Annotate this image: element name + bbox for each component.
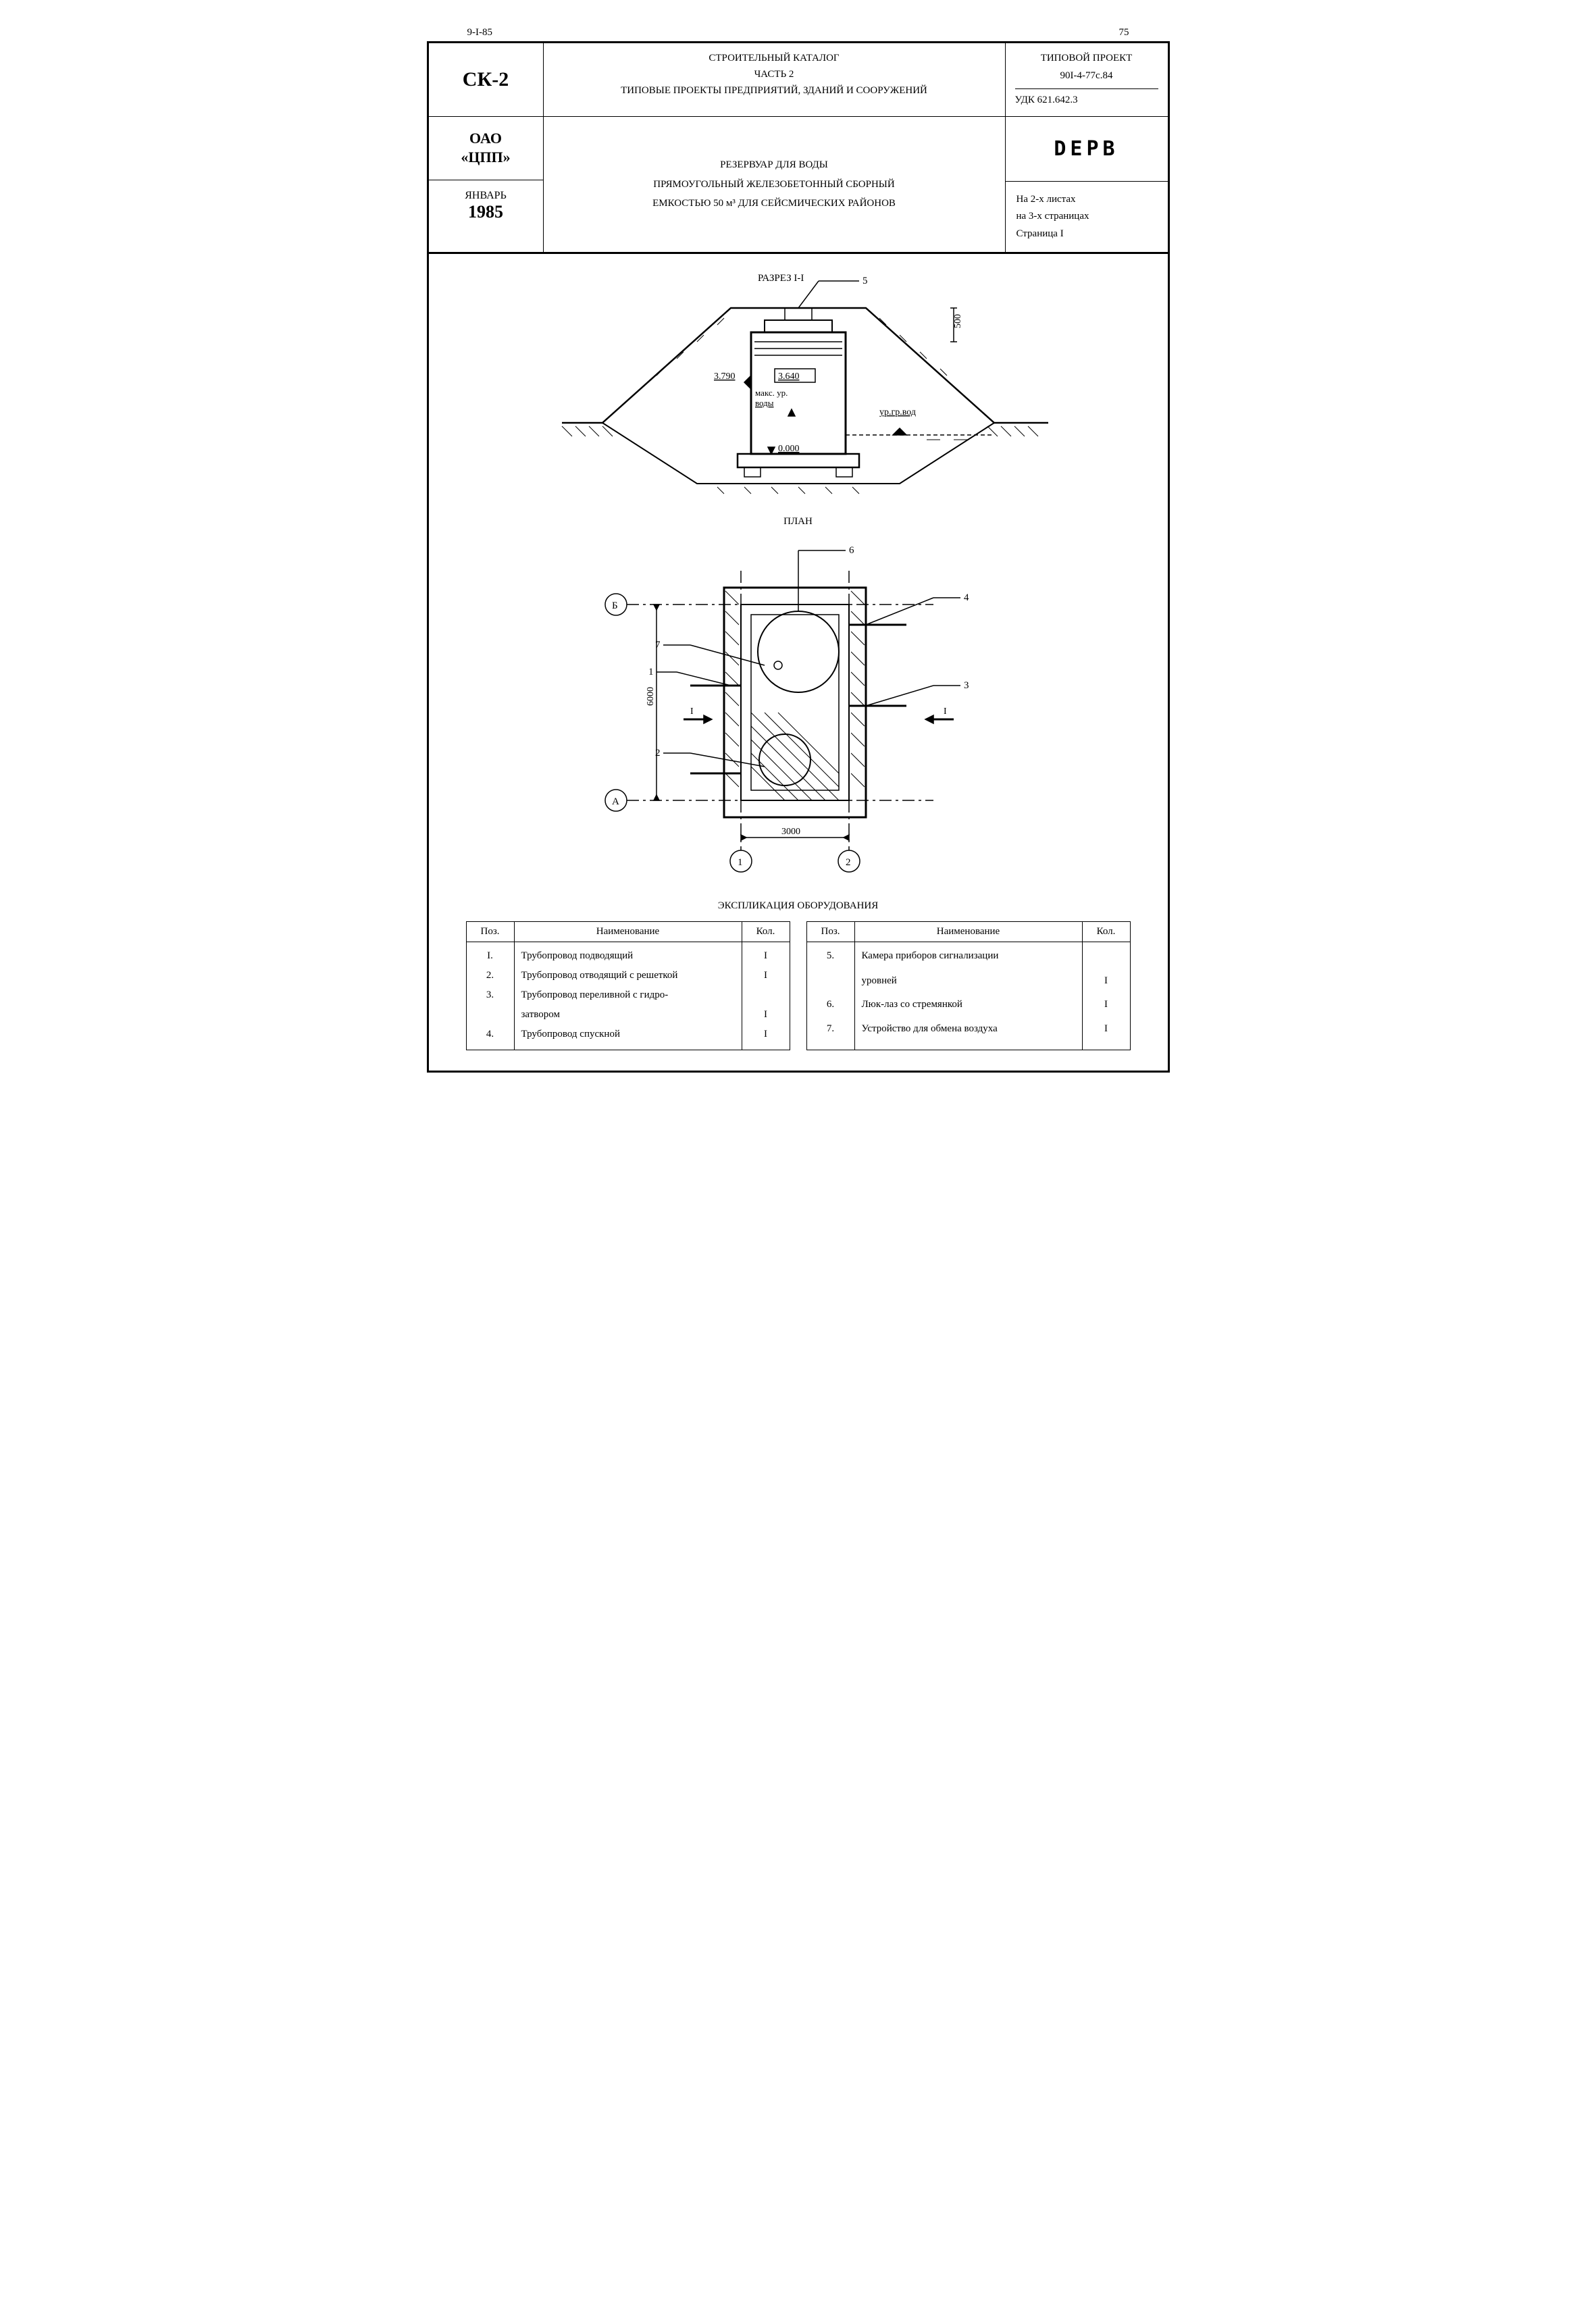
callout-7: 7 — [655, 640, 661, 650]
org-l1: ОАО — [433, 129, 539, 149]
catalog-title: СТРОИТЕЛЬНЫЙ КАТАЛОГ ЧАСТЬ 2 ТИПОВЫЕ ПРО… — [544, 43, 1006, 116]
title-block: РЕЗЕРВУАР ДЛЯ ВОДЫ ПРЯМОУГОЛЬНЫЙ ЖЕЛЕЗОБ… — [544, 117, 1006, 253]
table-row: I.Трубопровод подводящийI — [466, 942, 790, 967]
project-box: ТИПОВОЙ ПРОЕКТ 90I-4-77с.84 УДК 621.642.… — [1006, 43, 1168, 116]
lvl-0: 0.000 — [778, 444, 800, 454]
callout-4: 4 — [964, 592, 969, 603]
lvl-3640: 3.640 — [778, 371, 800, 382]
table-row: 7.Устройство для обмена воздухаI — [806, 1019, 1130, 1050]
month: ЯНВАРЬ — [433, 190, 539, 202]
left-col: ОАО «ЦПП» ЯНВАРЬ 1985 — [429, 117, 544, 253]
axis-2: 2 — [846, 857, 851, 868]
derb-code: DEPB — [1006, 117, 1168, 182]
catalog-l2: ЧАСТЬ 2 — [553, 66, 996, 82]
org-l2: «ЦПП» — [433, 148, 539, 168]
callout-2: 2 — [655, 748, 661, 759]
section-drawing: РАЗРЕЗ I-I 5 — [521, 267, 1075, 511]
tables-wrap: Поз. Наименование Кол. I.Трубопровод под… — [456, 921, 1141, 1050]
gw-label: ур.гр.вод — [879, 407, 916, 417]
lvl-3790: 3.790 — [714, 371, 736, 382]
table-row: 2.Трубопровод отводящий с решеткойI — [466, 966, 790, 985]
body: РАЗРЕЗ I-I 5 — [429, 252, 1168, 1071]
frame: СК-2 СТРОИТЕЛЬНЫЙ КАТАЛОГ ЧАСТЬ 2 ТИПОВЫ… — [427, 41, 1170, 1073]
callout-5: 5 — [863, 276, 868, 286]
plan-drawing: Б А 1 2 — [555, 530, 1041, 881]
col-qty-r: Кол. — [1082, 922, 1130, 942]
sect-I-right: I — [944, 706, 947, 717]
right-col: DEPB На 2-х листах на 3-х страницах Стра… — [1006, 117, 1168, 253]
year: 1985 — [433, 202, 539, 222]
dim-3000: 3000 — [781, 827, 800, 837]
catalog-l3: ТИПОВЫЕ ПРОЕКТЫ ПРЕДПРИЯТИЙ, ЗДАНИЙ И СО… — [553, 82, 996, 99]
pages-l2: на 3-х страницах — [1016, 208, 1157, 226]
col-name: Наименование — [514, 922, 742, 942]
dim-6000: 6000 — [646, 687, 656, 706]
project-no: 90I-4-77с.84 — [1015, 68, 1158, 85]
title-l3: ЕМКОСТЬЮ 50 м³ ДЛЯ СЕЙСМИЧЕСКИХ РАЙОНОВ — [557, 194, 992, 213]
axis-B: Б — [612, 600, 618, 611]
header-row1: СК-2 СТРОИТЕЛЬНЫЙ КАТАЛОГ ЧАСТЬ 2 ТИПОВЫ… — [429, 43, 1168, 117]
top-left-code: 9-I-85 — [467, 27, 493, 38]
sect-I-left: I — [690, 706, 694, 717]
header-row2: ОАО «ЦПП» ЯНВАРЬ 1985 РЕЗЕРВУАР ДЛЯ ВОДЫ… — [429, 117, 1168, 253]
section-title: РАЗРЕЗ I-I — [758, 273, 804, 284]
table-row: 6.Люк-лаз со стремянкойI — [806, 995, 1130, 1019]
table-row: 3.Трубопровод переливной с гидро- — [466, 985, 790, 1005]
col-name-r: Наименование — [854, 922, 1082, 942]
axis-A: А — [612, 796, 619, 807]
top-line: 9-I-85 75 — [427, 27, 1170, 41]
callout-1: 1 — [648, 667, 654, 677]
org: ОАО «ЦПП» — [429, 117, 543, 180]
table-row: 4.Трубопровод спускнойI — [466, 1025, 790, 1050]
expl-title: ЭКСПЛИКАЦИЯ ОБОРУДОВАНИЯ — [456, 900, 1141, 912]
pages-l1: На 2-х листах — [1016, 191, 1157, 209]
plan-title: ПЛАН — [456, 516, 1141, 528]
pages-info: На 2-х листах на 3-х страницах Страница … — [1006, 182, 1168, 253]
table-row: уровнейI — [806, 971, 1130, 995]
table-row: 5.Камера приборов сигнализации — [806, 942, 1130, 971]
callout-6: 6 — [849, 545, 854, 556]
tbody-left: I.Трубопровод подводящийI2.Трубопровод о… — [466, 942, 790, 1050]
axis-1: 1 — [738, 857, 743, 868]
page: 9-I-85 75 СК-2 СТРОИТЕЛЬНЫЙ КАТАЛОГ ЧАСТ… — [427, 27, 1170, 1073]
page-number: 75 — [1119, 27, 1129, 38]
col-pos-r: Поз. — [806, 922, 854, 942]
callout-3: 3 — [964, 680, 969, 691]
col-qty: Кол. — [742, 922, 790, 942]
date-box: ЯНВАРЬ 1985 — [429, 180, 543, 232]
tbody-right: 5.Камера приборов сигнализацииуровнейI6.… — [806, 942, 1130, 1050]
expl-table-left: Поз. Наименование Кол. I.Трубопровод под… — [466, 921, 790, 1050]
title-l2: ПРЯМОУГОЛЬНЫЙ ЖЕЛЕЗОБЕТОННЫЙ СБОРНЫЙ — [557, 175, 992, 195]
udk: УДК 621.642.3 — [1015, 88, 1158, 109]
catalog-code: СК-2 — [429, 43, 544, 116]
max-l2: воды — [755, 398, 774, 408]
dim-500: 500 — [953, 314, 963, 328]
project-label: ТИПОВОЙ ПРОЕКТ — [1015, 50, 1158, 68]
max-l1: макс. ур. — [755, 388, 788, 398]
expl-table-right: Поз. Наименование Кол. 5.Камера приборов… — [806, 921, 1131, 1050]
pages-l3: Страница I — [1016, 226, 1157, 243]
table-row: затворомI — [466, 1005, 790, 1025]
catalog-l1: СТРОИТЕЛЬНЫЙ КАТАЛОГ — [553, 50, 996, 66]
title-l1: РЕЗЕРВУАР ДЛЯ ВОДЫ — [557, 155, 992, 175]
col-pos: Поз. — [466, 922, 514, 942]
